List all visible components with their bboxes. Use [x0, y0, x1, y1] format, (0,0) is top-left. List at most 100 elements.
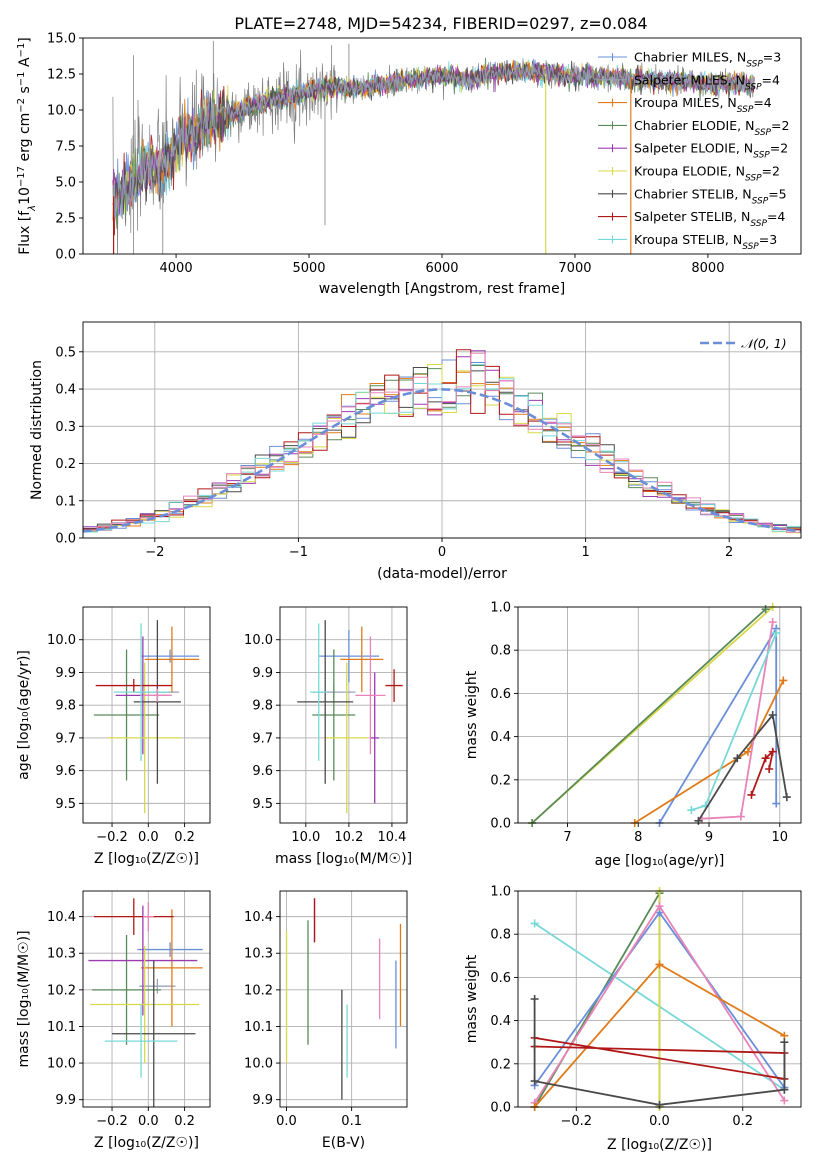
x-tick-label: 10.0: [291, 830, 320, 845]
weight-series-line: [750, 749, 775, 796]
y-tick-label: 0.6: [490, 687, 511, 702]
mass_vs_ebv-axes: 0.0 0.1 9.9 10.0 10.1 10.2 10.3 10.4: [244, 891, 407, 1129]
y-tick-label: 9.9: [55, 1093, 76, 1108]
legend-label-sub: SSP: [752, 196, 769, 206]
legend-label-suffix: =2: [771, 118, 789, 133]
y-axis-label-part: −1: [16, 71, 27, 86]
x-axis-label: wavelength [Angstrom, rest frame]: [319, 281, 565, 297]
weight-point-marker: [733, 754, 742, 763]
legend-label: Kroupa MILES, NSSP=4: [634, 95, 772, 115]
x-axis-label: mass [log₁₀(M/M☉)]: [275, 851, 412, 867]
weight-point-marker: [780, 1085, 789, 1094]
legend-label-name: Kroupa ELODIE, N: [634, 164, 745, 179]
weight-point-marker: [655, 960, 664, 969]
x-tick-label: −1: [289, 545, 308, 560]
y-tick-label: 0.6: [490, 971, 511, 986]
y-axis-label-part: Flux [f: [17, 210, 33, 255]
legend-label-suffix: =3: [763, 50, 781, 65]
x-tick-label: 0.0: [649, 1114, 670, 1129]
y-axis-label-part: ]: [17, 37, 33, 42]
weight-point-marker: [761, 754, 770, 763]
x-tick-label: −0.2: [560, 1114, 592, 1129]
y-axis-label: Normed distribution: [29, 360, 45, 500]
x-axis-label: age [log₁₀(age/yr)]: [595, 853, 725, 869]
legend-label: Kroupa STELIB, NSSP=3: [634, 232, 777, 252]
y-tick-label: 0.8: [490, 644, 511, 659]
legend-label-name: Salpeter MILES, N: [634, 72, 745, 87]
y-axis-label: mass weight: [464, 670, 480, 759]
weight-point-marker: [765, 765, 774, 773]
x-axis-label: Z [log₁₀(Z/Z☉)]: [607, 1137, 712, 1153]
weight-point-marker: [780, 1038, 789, 1047]
weight-point-marker: [694, 816, 703, 825]
y-tick-label: 10.4: [244, 910, 273, 925]
legend-label-sub: SSP: [737, 105, 754, 115]
x-tick-label: 10.4: [377, 830, 406, 845]
legend-label-name: Salpeter ELODIE, N: [634, 141, 753, 156]
y-tick-label: 0.3: [55, 420, 76, 435]
age_vs_mass-axes: 10.0 10.2 10.4 9.5 9.6 9.7 9.8 9.9 10.0: [244, 607, 407, 845]
weight-point-marker: [768, 618, 777, 627]
legend-label-name: Salpeter STELIB, N: [634, 209, 750, 224]
y-tick-label: 9.9: [252, 1093, 273, 1108]
age_vs_mass-errorbars: [297, 620, 403, 814]
y-tick-label: 10.0: [47, 104, 76, 119]
y-axis-label: Flux [fλ10−17 erg cm−2 s−1 A−1]: [16, 37, 38, 255]
y-tick-label: 9.8: [252, 699, 273, 714]
y-tick-label: 10.4: [47, 910, 76, 925]
legend-label-suffix: =4: [753, 95, 771, 110]
age_vs_Z-errorbars: [93, 620, 200, 814]
legend-label-sub: SSP: [745, 82, 762, 92]
y-tick-label: 9.7: [252, 731, 273, 746]
normal-curve: [82, 388, 802, 533]
x-tick-label: 0.2: [174, 1114, 195, 1129]
x-tick-label: 8000: [691, 261, 724, 276]
y-tick-label: 1.0: [490, 885, 511, 900]
mass_vs_Z-errorbars: [88, 898, 203, 1107]
legend-label: Chabrier STELIB, NSSP=5: [634, 186, 787, 206]
y-tick-label: 9.8: [55, 699, 76, 714]
y-tick-label: 9.9: [55, 666, 76, 681]
y-tick-label: 9.5: [55, 797, 76, 812]
legend-label: Chabrier ELODIE, NSSP=2: [634, 118, 789, 138]
weight-point-marker: [530, 919, 539, 928]
x-tick-label: 4000: [160, 261, 193, 276]
residuals-frame: [82, 321, 802, 539]
x-tick-label: 9: [705, 830, 713, 845]
x-tick-label: 7000: [558, 261, 591, 276]
weight-point-marker: [768, 711, 777, 719]
mass_vs_ebv-errorbars: [285, 898, 402, 1100]
y-axis-label-part: 10: [17, 187, 33, 205]
x-tick-label: 0: [438, 545, 446, 560]
plot-layer: 4000 5000 6000 7000 80000.02.55.07.510.012.5…: [16, 32, 802, 1153]
y-axis-label: mass [log₁₀(M/M☉)]: [16, 930, 32, 1067]
legend-label-sub: SSP: [746, 60, 763, 70]
x-tick-label: 0.1: [341, 1114, 362, 1129]
y-tick-label: 9.6: [252, 764, 273, 779]
y-axis-label-part: −2: [16, 98, 27, 113]
y-tick-label: 10.2: [47, 983, 76, 998]
x-axis-label: E(B-V): [322, 1135, 365, 1151]
y-tick-label: 0.2: [55, 457, 76, 472]
y-tick-label: 7.5: [55, 140, 76, 155]
spectrum-axes: 4000 5000 6000 7000 8000 0.0 2.5 5.0 7.5 10.0 12.5…: [47, 32, 724, 277]
legend-label: Salpeter ELODIE, NSSP=2: [634, 141, 788, 161]
weight-point-marker: [768, 747, 777, 756]
spectrum-frame: [82, 37, 802, 255]
weight-point-marker: [780, 1096, 789, 1105]
mass_weight_vs_Z-frame: [517, 890, 802, 1108]
x-axis-label: Z [log₁₀(Z/Z☉)]: [94, 851, 199, 867]
y-tick-label: 10.3: [244, 947, 273, 962]
y-tick-label: 15.0: [47, 32, 76, 47]
legend-label-sub: SSP: [753, 151, 770, 161]
mass_weight_vs_age-lines: [528, 603, 791, 827]
legend-label-name: Kroupa MILES, N: [634, 95, 737, 110]
spectrum-lines: [112, 40, 755, 254]
y-tick-label: 0.0: [490, 1101, 511, 1116]
legend-label-sub: SSP: [750, 219, 767, 229]
legend-label: Chabrier MILES, NSSP=3: [634, 50, 781, 70]
weight-series-line: [697, 712, 788, 822]
y-tick-label: 10.1: [244, 1020, 273, 1035]
